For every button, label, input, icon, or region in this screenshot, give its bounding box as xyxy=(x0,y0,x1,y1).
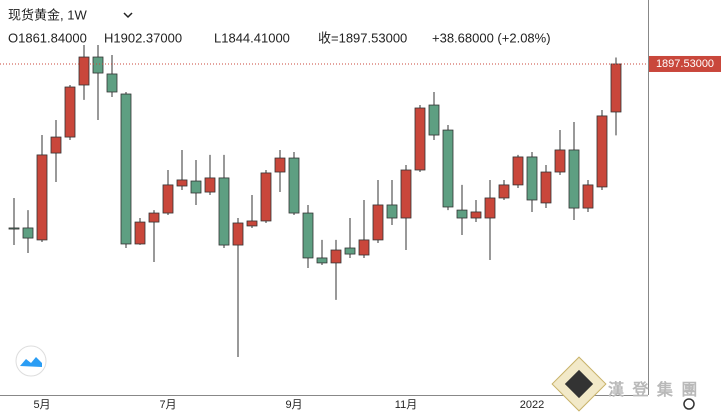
chart-title: 现货黄金, 1W xyxy=(8,7,87,22)
candle-body xyxy=(540,171,552,204)
candle-body xyxy=(8,227,20,230)
candle-body xyxy=(78,56,90,86)
dropdown-icon[interactable] xyxy=(123,12,133,19)
x-tick-label: 11月 xyxy=(395,399,417,411)
candle-body xyxy=(204,177,216,193)
watermark-text: 漢 登 集 團 xyxy=(608,380,699,399)
candle-body xyxy=(148,212,160,223)
candle-body xyxy=(246,220,258,227)
candle-body xyxy=(358,239,370,256)
candle-body xyxy=(610,63,622,113)
candle-body xyxy=(596,115,608,188)
candle-body xyxy=(162,184,174,214)
candle-body xyxy=(134,221,146,245)
x-tick-label: 2022 xyxy=(520,399,544,411)
candle-body xyxy=(50,136,62,154)
price-label: 1897.53000 xyxy=(656,58,714,70)
legend-item: H1902.37000 xyxy=(104,30,182,45)
price-label-box xyxy=(649,55,721,72)
x-tick-label: 5月 xyxy=(33,399,50,411)
ohlc-legend: O1861.84000 H1902.37000 L1844.41000 收=1897.… xyxy=(8,30,551,45)
watermark-logo-inner xyxy=(564,369,594,399)
candle-body xyxy=(92,56,104,74)
candle-body xyxy=(400,169,412,219)
x-tick-label: 9月 xyxy=(285,399,302,411)
candle-body xyxy=(190,180,202,194)
candle-body xyxy=(372,204,384,241)
candle-body xyxy=(120,93,132,245)
candle-body xyxy=(512,156,524,186)
legend-item: +38.68000 (+2.08%) xyxy=(432,30,551,45)
candle-body xyxy=(386,204,398,219)
candle-body xyxy=(232,222,244,246)
logo-icon[interactable] xyxy=(20,357,42,367)
candle-body xyxy=(218,177,230,246)
candle-body xyxy=(582,184,594,209)
candle-body xyxy=(344,247,356,255)
logo-button[interactable] xyxy=(15,345,47,377)
candle-body xyxy=(302,212,314,259)
candle-body xyxy=(22,227,34,239)
legend-item: 收=1897.53000 xyxy=(318,30,407,45)
candle-body xyxy=(330,249,342,264)
candle-body xyxy=(442,129,454,208)
legend-item: O1861.84000 xyxy=(8,30,87,45)
candle-body xyxy=(414,107,426,171)
candle-body xyxy=(288,157,300,214)
settings-gear[interactable] xyxy=(683,398,695,410)
candle-body xyxy=(428,104,440,136)
candle-body xyxy=(316,257,328,264)
watermark: 漢 登 集 團 xyxy=(551,356,699,412)
candle-body xyxy=(106,73,118,93)
candle-body xyxy=(36,154,48,241)
logo-circle[interactable] xyxy=(15,345,47,377)
candle-body xyxy=(498,184,510,199)
candle-body xyxy=(64,86,76,138)
legend-item: L1844.41000 xyxy=(214,30,290,45)
candle-body xyxy=(176,179,188,187)
candle-body xyxy=(526,156,538,201)
candle-body xyxy=(568,149,580,209)
candles xyxy=(0,45,648,357)
candle-body xyxy=(484,197,496,219)
candle-body xyxy=(260,172,272,222)
candle-body xyxy=(456,209,468,219)
candle-body xyxy=(554,149,566,173)
candle-body xyxy=(274,157,286,173)
x-tick-label: 7月 xyxy=(159,399,176,411)
settings-icon[interactable] xyxy=(683,398,695,410)
candle-body xyxy=(470,211,482,219)
